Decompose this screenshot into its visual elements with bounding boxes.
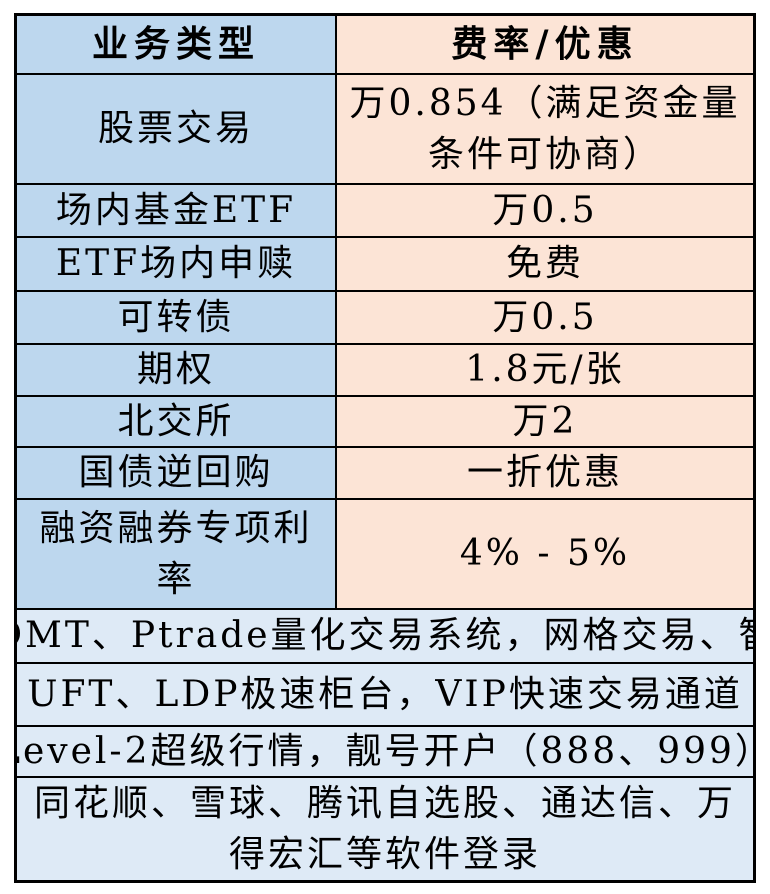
rate-cell: 万0.5 [337, 185, 753, 236]
feature-row-level2-quotes: Level-2超级行情，靓号开户（888、999） [17, 725, 753, 776]
business-type-label: 可转债 [117, 296, 235, 338]
feature-text: QMT、Ptrade量化交易系统，网格交易、智 [17, 615, 753, 657]
rate-value: 一折优惠 [466, 452, 623, 494]
feature-row-fast-trading: UFT、LDP极速柜台，VIP快速交易通道 [17, 662, 753, 725]
rate-value: 4% - 5% [459, 533, 631, 575]
feature-row-quant-systems: QMT、Ptrade量化交易系统，网格交易、智 [17, 608, 753, 662]
rate-value: 万0.5 [492, 296, 598, 338]
fee-table: 业务类型 费率/优惠 股票交易 万0.854（满足资金量条件可协商） 场内基金E… [14, 13, 756, 883]
table-row-stock-trading: 股票交易 万0.854（满足资金量条件可协商） [17, 73, 753, 183]
business-type-label: 股票交易 [97, 108, 254, 150]
business-type-header-label: 业务类型 [91, 22, 260, 65]
table-row-etf-fund: 场内基金ETF 万0.5 [17, 183, 753, 236]
feature-text: 同花顺、雪球、腾讯自选股、通达信、万得宏汇等软件登录 [33, 782, 736, 875]
table-header-row: 业务类型 费率/优惠 [17, 16, 753, 73]
business-type-label: 场内基金ETF [55, 189, 297, 231]
feature-text: UFT、LDP极速柜台，VIP快速交易通道 [27, 673, 743, 715]
rate-header-label: 费率/优惠 [451, 22, 639, 65]
rate-cell: 1.8元/张 [337, 345, 753, 395]
rate-value: 万2 [512, 400, 578, 442]
table-row-options: 期权 1.8元/张 [17, 343, 753, 395]
business-type-cell: 场内基金ETF [17, 185, 337, 236]
business-type-label: ETF场内申赎 [55, 243, 297, 285]
feature-cell: Level-2超级行情，靓号开户（888、999） [17, 727, 753, 776]
rate-cell: 一折优惠 [337, 448, 753, 498]
feature-row-software-login: 同花顺、雪球、腾讯自选股、通达信、万得宏汇等软件登录 [17, 776, 753, 880]
business-type-label: 国债逆回购 [78, 452, 274, 494]
business-type-label: 融资融券专项利率 [39, 507, 313, 600]
table-row-reverse-repo: 国债逆回购 一折优惠 [17, 446, 753, 498]
feature-cell: 同花顺、雪球、腾讯自选股、通达信、万得宏汇等软件登录 [17, 778, 753, 880]
business-type-cell: 国债逆回购 [17, 448, 337, 498]
feature-cell: QMT、Ptrade量化交易系统，网格交易、智 [17, 610, 753, 662]
rate-cell: 4% - 5% [337, 500, 753, 608]
business-type-cell: 北交所 [17, 397, 337, 446]
rate-value: 1.8元/张 [465, 349, 625, 391]
rate-cell: 免费 [337, 238, 753, 290]
business-type-label: 北交所 [117, 400, 235, 442]
table-row-bse: 北交所 万2 [17, 395, 753, 446]
table-row-margin-rate: 融资融券专项利率 4% - 5% [17, 498, 753, 608]
feature-cell: UFT、LDP极速柜台，VIP快速交易通道 [17, 664, 753, 725]
feature-text: Level-2超级行情，靓号开户（888、999） [17, 730, 753, 772]
rate-value: 免费 [505, 243, 584, 285]
rate-cell: 万2 [337, 397, 753, 446]
business-type-cell: 股票交易 [17, 75, 337, 183]
rate-cell: 万0.5 [337, 292, 753, 343]
business-type-cell: ETF场内申赎 [17, 238, 337, 290]
rate-cell: 万0.854（满足资金量条件可协商） [337, 75, 753, 183]
table-row-convertible-bond: 可转债 万0.5 [17, 290, 753, 343]
rate-value: 万0.854（满足资金量条件可协商） [349, 82, 741, 175]
business-type-label: 期权 [136, 349, 215, 391]
table-row-etf-subscription: ETF场内申赎 免费 [17, 236, 753, 290]
business-type-cell: 融资融券专项利率 [17, 500, 337, 608]
business-type-cell: 期权 [17, 345, 337, 395]
business-type-cell: 可转债 [17, 292, 337, 343]
column-header-business-type: 业务类型 [17, 16, 337, 73]
column-header-rate: 费率/优惠 [337, 16, 753, 73]
rate-value: 万0.5 [492, 189, 598, 231]
